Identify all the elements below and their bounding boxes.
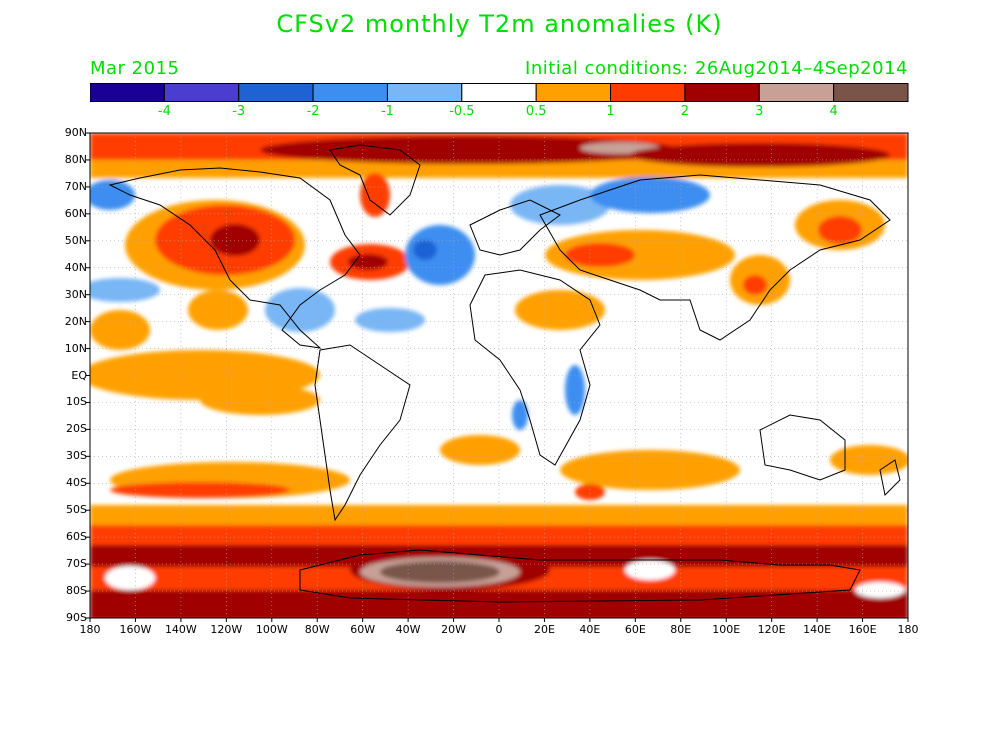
longitude-label: 120E (757, 623, 786, 636)
longitude-label: 180 (897, 623, 919, 636)
colorbar-label: 4 (829, 104, 838, 119)
forecast-month: Mar 2015 (90, 58, 180, 79)
latitude-label: 50S (66, 503, 87, 517)
latitude-label: 90S (66, 611, 87, 624)
longitude-label: 0 (495, 623, 503, 636)
latitude-label: 20S (66, 422, 87, 436)
longitude-label: 100W (255, 623, 288, 636)
latitude-label: 60S (66, 530, 87, 544)
latitude-label: 50N (64, 233, 87, 247)
initial-conditions: Initial conditions: 26Aug2014–4Sep2014 (525, 58, 908, 79)
colorbar-label: 1 (606, 104, 615, 119)
colorbar-label: -0.5 (449, 104, 475, 119)
longitude-label: 140W (164, 623, 197, 636)
colorbar-label: 2 (680, 104, 690, 119)
colorbar-label: 3 (755, 104, 764, 119)
longitude-label: 140E (803, 623, 832, 636)
longitude-label: 160W (119, 623, 152, 636)
latitude-label: 70N (64, 179, 87, 193)
latitude-label: 60N (64, 206, 87, 220)
latitude-label: 30N (64, 287, 87, 301)
latitude-label: 70S (66, 557, 87, 571)
latitude-label: 10N (64, 341, 87, 355)
longitude-label: 80W (304, 623, 330, 636)
latitude-label: 40N (64, 260, 87, 274)
longitude-label: 20W (441, 623, 466, 636)
longitude-label: 60E (624, 623, 646, 636)
latitude-label: 80N (64, 152, 87, 166)
longitude-label: 40W (395, 623, 421, 636)
longitude-label: 40E (579, 623, 601, 636)
colorbar (90, 83, 909, 102)
colorbar-label: -3 (232, 104, 246, 119)
longitude-label: 120W (210, 623, 243, 636)
longitude-label: 100E (712, 623, 741, 636)
latitude-label: 20N (64, 314, 87, 328)
latitude-label: 10S (66, 395, 87, 409)
latitude-label: EQ (71, 368, 87, 382)
longitude-label: 80E (670, 623, 692, 636)
longitude-label: 20E (533, 623, 555, 636)
longitude-label: 60W (350, 623, 376, 636)
colorbar-label: -4 (157, 104, 171, 119)
colorbar-label: -2 (306, 104, 320, 119)
colorbar-label: 0.5 (525, 104, 547, 119)
longitude-label: 180 (79, 623, 101, 636)
latitude-label: 30S (66, 449, 87, 463)
latitude-label: 80S (66, 584, 87, 598)
colorbar-segment (833, 83, 909, 102)
map-title: CFSv2 monthly T2m anomalies (K) (276, 10, 723, 38)
longitude-label: 160E (848, 623, 877, 636)
latitude-label: 40S (66, 476, 87, 490)
colorbar-label: -1 (380, 104, 394, 119)
latitude-label: 90N (64, 126, 87, 139)
